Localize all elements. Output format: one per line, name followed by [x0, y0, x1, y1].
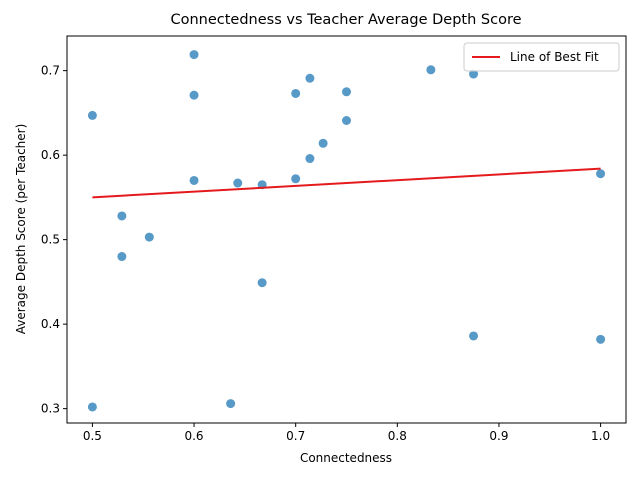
- data-point: [87, 402, 97, 412]
- x-tick-label: 0.8: [388, 429, 407, 443]
- data-point: [226, 399, 236, 409]
- data-point: [117, 252, 127, 262]
- data-point: [342, 115, 351, 125]
- data-point: [257, 278, 267, 288]
- data-point: [233, 178, 243, 188]
- y-tick-label: 0.4: [41, 317, 60, 331]
- x-tick-label: 0.7: [286, 429, 305, 443]
- data-point: [117, 211, 127, 221]
- y-tick-label: 0.5: [41, 233, 60, 247]
- data-point: [469, 331, 479, 341]
- data-point: [342, 87, 351, 97]
- legend-label: Line of Best Fit: [510, 50, 599, 64]
- data-point: [305, 154, 315, 164]
- y-axis-label: Average Depth Score (per Teacher): [14, 124, 28, 335]
- x-tick-label: 0.6: [184, 429, 203, 443]
- y-tick-label: 0.6: [41, 148, 60, 162]
- x-tick-label: 1.0: [591, 429, 610, 443]
- x-axis-ticks: 0.5 0.6 0.7 0.8 0.9 1.0: [83, 423, 610, 443]
- best-fit-line: [92, 167, 601, 199]
- fit-line-layer: [92, 167, 601, 199]
- data-point: [291, 88, 301, 98]
- legend-box: [463, 42, 620, 72]
- data-point: [87, 110, 97, 120]
- data-points: [87, 50, 606, 412]
- data-point: [469, 69, 479, 79]
- legend: Line of Best Fit: [463, 42, 620, 72]
- data-point: [291, 174, 301, 184]
- x-tick-label: 0.9: [489, 429, 508, 443]
- y-axis-ticks: 0.3 0.4 0.5 0.6 0.7: [41, 64, 67, 416]
- data-point: [426, 65, 436, 75]
- y-tick-label: 0.7: [41, 64, 60, 78]
- data-point: [596, 334, 606, 344]
- data-point: [318, 138, 328, 148]
- data-point: [189, 175, 199, 185]
- data-point: [144, 232, 154, 242]
- chart-title: Connectedness vs Teacher Average Depth S…: [170, 12, 521, 28]
- plot-frame: [66, 35, 627, 424]
- x-tick-label: 0.5: [83, 429, 102, 443]
- data-point: [305, 73, 315, 83]
- data-point: [189, 50, 199, 60]
- data-point: [189, 90, 199, 100]
- x-axis-label: Connectedness: [300, 451, 392, 465]
- y-tick-label: 0.3: [41, 402, 60, 416]
- data-point: [596, 169, 606, 179]
